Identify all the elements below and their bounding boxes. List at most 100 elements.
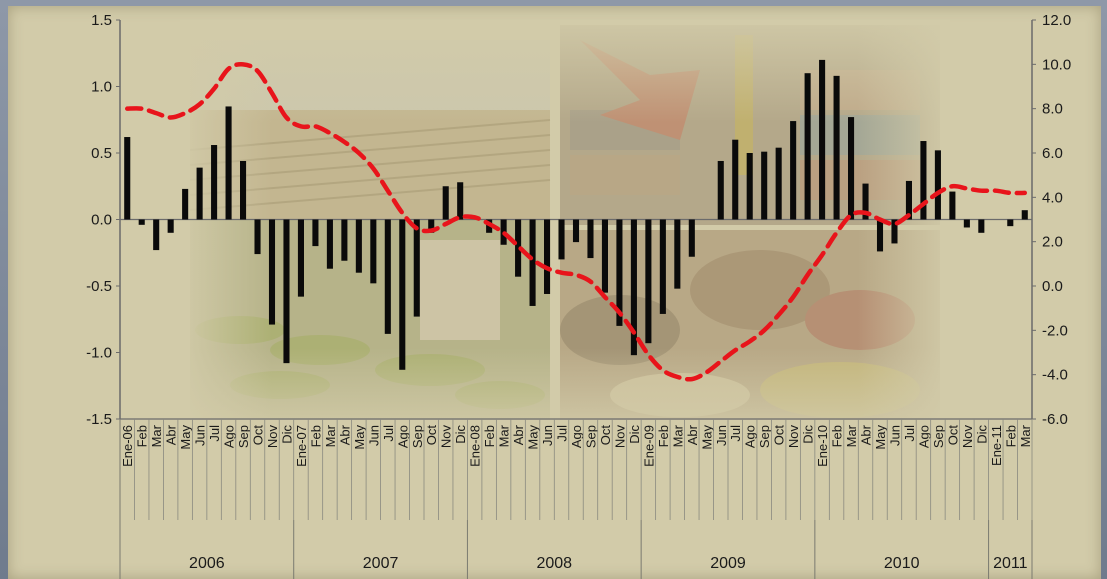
left-tick-label: 1.0: [91, 79, 112, 96]
month-label: Mar: [1018, 424, 1033, 447]
bar: [124, 137, 131, 220]
month-label: Nov: [786, 425, 801, 449]
month-label: Mar: [497, 424, 512, 447]
month-label: Sep: [410, 425, 425, 448]
bar: [645, 219, 652, 344]
bar: [399, 219, 406, 370]
bar: [934, 150, 941, 220]
right-tick-label: 12.0: [1042, 12, 1071, 29]
month-label: May: [526, 425, 541, 450]
left-tick-label: -0.5: [86, 278, 112, 295]
bar: [572, 219, 580, 243]
month-label: May: [352, 425, 367, 450]
month-label: May: [699, 425, 714, 450]
month-label: Sep: [583, 425, 598, 448]
month-label: Dic: [279, 425, 294, 444]
bar: [413, 219, 420, 317]
month-label: Sep: [931, 425, 946, 448]
bar: [312, 219, 319, 247]
bar: [428, 219, 435, 233]
bar: [630, 219, 637, 356]
month-label: Jul: [902, 425, 917, 442]
month-label: Mar: [844, 424, 859, 447]
right-tick-label: 10.0: [1042, 56, 1071, 73]
bar: [1021, 210, 1028, 220]
month-label: Sep: [757, 425, 772, 448]
bar: [659, 219, 666, 314]
bar: [978, 219, 985, 233]
month-label: Jul: [728, 425, 743, 442]
bar: [688, 219, 695, 257]
month-label: Ago: [916, 425, 931, 448]
month-label: Jun: [540, 425, 555, 446]
bar: [891, 219, 898, 244]
month-label: Nov: [960, 425, 975, 449]
bar: [833, 75, 840, 220]
bar: [341, 219, 348, 261]
month-label: Nov: [265, 425, 280, 449]
month-label: Jun: [887, 425, 902, 446]
month-label: Oct: [598, 425, 613, 446]
bar: [515, 219, 522, 277]
month-label: Abr: [337, 424, 352, 445]
month-label: Dic: [453, 425, 468, 444]
bar: [732, 139, 739, 220]
month-label: Jun: [714, 425, 729, 446]
bar: [1007, 219, 1014, 227]
month-label: Ene-10: [815, 425, 830, 467]
month-label: Ene-11: [989, 425, 1004, 466]
bar: [616, 219, 623, 326]
right-tick-label: -2.0: [1042, 322, 1068, 339]
year-label: 2007: [363, 555, 399, 572]
bar: [370, 219, 377, 284]
month-label: Abr: [685, 424, 700, 445]
bar: [761, 151, 768, 220]
month-label: Oct: [772, 425, 787, 446]
left-tick-label: 0.5: [91, 145, 112, 162]
right-tick-label: -6.0: [1042, 411, 1068, 428]
left-tick-label: -1.0: [86, 345, 112, 362]
month-label: Mar: [670, 424, 685, 447]
month-label: May: [178, 425, 193, 450]
month-label: Dic: [974, 425, 989, 444]
month-label: Dic: [627, 425, 642, 444]
month-label: Abr: [859, 424, 874, 445]
bar-series: [124, 59, 1028, 370]
month-label: Oct: [251, 425, 266, 446]
bar: [138, 219, 145, 225]
bar: [283, 219, 290, 364]
x-axis-years: 2006 2007 2008 2009 2010 2011: [119, 419, 1033, 579]
right-tick-label: 2.0: [1042, 234, 1063, 251]
bar: [355, 219, 362, 273]
month-label: Jul: [555, 425, 570, 442]
month-label: Ago: [395, 425, 410, 448]
bar: [442, 186, 449, 220]
bar: [876, 219, 884, 252]
right-tick-label: 4.0: [1042, 189, 1063, 206]
month-label: Oct: [945, 425, 960, 446]
bar: [268, 219, 276, 325]
month-label: Oct: [424, 425, 439, 446]
right-axis-ticks: 12.0 10.0 8.0 6.0 4.0 2.0 0.0 -2.0 -4.0 -6.0: [1032, 12, 1071, 428]
month-label: Feb: [830, 425, 845, 447]
month-label: Ago: [222, 425, 237, 448]
left-tick-label: 1.5: [91, 12, 112, 29]
left-tick-label: -1.5: [86, 411, 112, 428]
bar: [326, 219, 333, 269]
left-axis-ticks: 1.5 1.0 0.5 0.0 -0.5 -1.0 -1.5: [86, 12, 120, 428]
bar: [384, 219, 391, 334]
year-label: 2011: [993, 555, 1028, 572]
month-label: Feb: [1003, 425, 1018, 447]
month-label: Jun: [193, 425, 208, 446]
month-label: Ene-08: [468, 425, 483, 467]
right-tick-label: 8.0: [1042, 101, 1063, 118]
bar: [963, 219, 970, 228]
left-tick-label: 0.0: [91, 212, 112, 229]
bar: [905, 180, 912, 220]
bar: [167, 219, 174, 233]
line-series: [124, 62, 1028, 382]
bar: [196, 167, 203, 220]
bar: [544, 219, 551, 294]
month-label: Ene-07: [294, 425, 309, 467]
